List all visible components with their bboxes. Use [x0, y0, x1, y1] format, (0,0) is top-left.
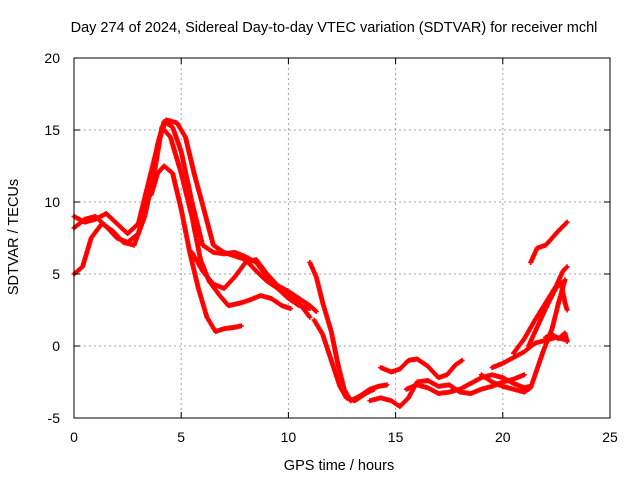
x-axis-label: GPS time / hours — [284, 458, 394, 474]
data-point-marker — [459, 357, 465, 363]
series-sat-i — [378, 356, 465, 381]
series-sat-n — [526, 278, 570, 349]
plot-frame — [73, 57, 611, 419]
x-tick-label: 15 — [388, 429, 404, 445]
data-point-marker — [562, 277, 568, 283]
data-series-group — [71, 117, 570, 409]
x-tick-label: 25 — [602, 429, 618, 445]
y-tick-label: 10 — [44, 194, 60, 210]
series-sat-o — [528, 219, 570, 265]
series-sat-g — [311, 317, 377, 404]
x-tick-label: 20 — [495, 429, 511, 445]
data-point-marker — [288, 306, 294, 312]
x-tick-label: 0 — [70, 429, 78, 445]
series-sat-p — [543, 330, 570, 345]
y-tick-label: 5 — [52, 266, 60, 282]
data-point-marker — [564, 339, 570, 345]
axis-ticks — [73, 57, 611, 419]
y-axis-label: SDTVAR / TECUs — [6, 179, 22, 295]
tick-labels: 0 5 10 15 20 25 -5 0 5 10 15 20 — [44, 50, 618, 445]
series-sat-c — [71, 124, 294, 312]
data-point-marker — [564, 307, 570, 313]
chart-title: Day 274 of 2024, Sidereal Day-to-day VTE… — [71, 20, 598, 36]
series-sat-e — [189, 249, 319, 314]
data-point-marker — [313, 308, 319, 314]
y-tick-label: 20 — [44, 50, 60, 66]
data-point-marker — [384, 382, 390, 388]
data-point-marker — [238, 323, 244, 329]
y-tick-label: 15 — [44, 122, 60, 138]
data-point-marker — [564, 264, 570, 270]
series-sat-d — [148, 163, 244, 335]
data-point-marker — [371, 386, 377, 392]
y-tick-label: 0 — [52, 338, 60, 354]
data-point-marker — [564, 219, 570, 225]
x-tick-label: 10 — [281, 429, 297, 445]
data-point-marker — [521, 372, 527, 378]
y-tick-label: -5 — [48, 410, 61, 426]
x-tick-label: 5 — [177, 429, 185, 445]
series-sat-j — [403, 372, 534, 397]
data-point-marker — [307, 314, 313, 320]
